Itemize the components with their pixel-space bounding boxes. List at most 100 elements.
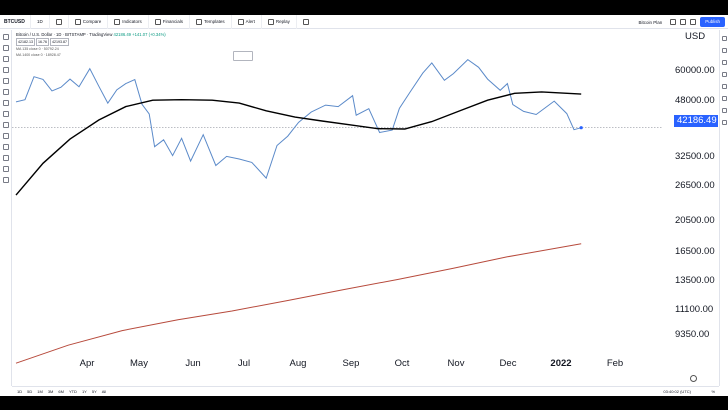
time-axis-label: Jun: [185, 358, 201, 369]
forecast-icon[interactable]: [3, 100, 9, 106]
alert-label: Alert: [245, 19, 255, 24]
alert-button[interactable]: Alert: [230, 15, 261, 29]
undo-button[interactable]: [295, 15, 315, 29]
indicator-ma135[interactable]: MA 135 close 0 · 50792.24: [16, 47, 59, 51]
pattern-icon[interactable]: [3, 67, 9, 73]
trend-line-icon[interactable]: [3, 45, 9, 51]
range-button-5y[interactable]: 5Y: [91, 389, 97, 394]
utc-clock[interactable]: 03:40:02 (UTC): [663, 388, 691, 394]
templates-button[interactable]: Templates: [189, 15, 231, 29]
indicators-label: Indicators: [122, 19, 142, 24]
ask-pill[interactable]: 42193.87: [50, 38, 69, 46]
indicator-ma1400[interactable]: MA 1400 close 0 · 18928.47: [16, 53, 61, 57]
range-button-1d[interactable]: 1D: [17, 389, 23, 394]
spread-value: 16.76: [36, 38, 49, 46]
toolbar-right: Bitcoin Plan Publish: [638, 15, 728, 29]
currency-label[interactable]: USD: [685, 31, 706, 42]
ma135-line: [15, 91, 582, 196]
replay-button[interactable]: Replay: [260, 15, 296, 29]
crosshair-icon[interactable]: [3, 34, 9, 40]
scroll-to-realtime-button[interactable]: [690, 375, 697, 382]
range-button-3m[interactable]: 3M: [47, 389, 54, 394]
range-button-5d[interactable]: 5D: [27, 389, 33, 394]
brush-icon[interactable]: [3, 78, 9, 84]
calendar-icon[interactable]: [722, 72, 727, 77]
chat-icon[interactable]: [722, 96, 727, 101]
indicators-button[interactable]: Indicators: [107, 15, 148, 29]
top-toolbar: BTCUSD 1D Compare Indicators Financials …: [0, 15, 728, 29]
layout-name-button[interactable]: Bitcoin Plan: [638, 19, 663, 25]
time-axis-label: Feb: [606, 358, 624, 369]
compare-button[interactable]: Compare: [67, 15, 108, 29]
financials-label: Financials: [162, 19, 184, 24]
bar-style-button[interactable]: [48, 15, 68, 29]
drawing-toolbar: [0, 30, 12, 386]
price-scale-label: 16500.00: [675, 246, 715, 257]
candles-icon: [55, 18, 62, 25]
legend-price: 42186.49: [113, 32, 131, 37]
time-axis-label: Apr: [79, 358, 95, 369]
price-scale-label: 26500.00: [675, 180, 715, 191]
price-chart[interactable]: [12, 30, 663, 386]
indicators-icon: [114, 18, 121, 25]
plus-circle-icon: [74, 18, 81, 25]
interval-label: 1D: [37, 19, 43, 24]
right-sidebar: [719, 30, 728, 386]
heart-icon[interactable]: [3, 111, 9, 117]
financials-button[interactable]: Financials: [147, 15, 189, 29]
last-price-dot: [579, 126, 583, 130]
price-scale-label: 11100.00: [675, 304, 714, 315]
symbol-search-button[interactable]: BTCUSD: [4, 18, 25, 25]
compare-label: Compare: [82, 19, 102, 24]
time-axis-label: Oct: [394, 358, 410, 369]
eye-icon[interactable]: [3, 166, 9, 172]
alarm-clock-icon: [237, 18, 244, 25]
lock-icon[interactable]: [3, 155, 9, 161]
drawing-hint-box[interactable]: [233, 51, 253, 61]
price-scale-label: 13500.00: [675, 275, 715, 286]
fib-icon[interactable]: [3, 56, 9, 62]
price-scale-label: 20500.00: [675, 215, 715, 226]
templates-label: Templates: [204, 19, 225, 24]
ruler-icon[interactable]: [3, 122, 9, 128]
magnet-icon[interactable]: [3, 144, 9, 150]
time-axis-label: Aug: [289, 358, 307, 369]
time-axis-label: Dec: [499, 358, 517, 369]
camera-icon[interactable]: [690, 19, 697, 25]
help-icon[interactable]: [722, 120, 727, 125]
range-button-6m[interactable]: 6M: [58, 389, 64, 394]
price-scale-label: 32500.00: [675, 151, 715, 162]
publish-button[interactable]: Publish: [700, 17, 725, 27]
watchlist-icon[interactable]: [722, 36, 727, 41]
zoom-icon[interactable]: [3, 133, 9, 139]
range-button-1y[interactable]: 1Y: [81, 389, 87, 394]
percent-toggle[interactable]: %: [711, 388, 715, 394]
ideas-icon[interactable]: [722, 84, 727, 89]
replay-icon: [267, 18, 274, 25]
price-series-line: [15, 58, 582, 180]
ma1400-line: [15, 243, 582, 364]
time-axis-label: Sep: [342, 358, 360, 369]
text-icon[interactable]: [3, 89, 9, 95]
current-price-tag: 42186.49: [674, 115, 718, 127]
interval-button[interactable]: 1D: [30, 15, 49, 29]
fullscreen-icon[interactable]: [680, 19, 687, 25]
time-axis-label: Nov: [447, 358, 465, 369]
bid-pill[interactable]: 42182.13: [16, 38, 35, 46]
range-button-ytd[interactable]: YTD: [68, 389, 77, 394]
series-layer: [15, 58, 583, 364]
time-axis-label: Jul: [237, 358, 251, 369]
time-axis-label: May: [130, 358, 148, 369]
price-scale-label: 48000.00: [675, 95, 715, 106]
gear-icon[interactable]: [670, 19, 677, 25]
financials-icon: [154, 18, 161, 25]
data-window-icon[interactable]: [722, 60, 727, 65]
price-scale-label: 9350.00: [675, 329, 710, 340]
notification-icon[interactable]: [722, 108, 727, 113]
alarm-clock-icon[interactable]: [722, 48, 727, 53]
range-button-all[interactable]: All: [101, 389, 107, 394]
trash-icon[interactable]: [3, 177, 9, 183]
range-button-1m[interactable]: 1M: [37, 389, 43, 394]
bottom-toolbar: 1D 5D 1M 3M 6M YTD 1Y 5Y All 03:40:02 (UTC) %: [12, 386, 719, 396]
price-scale-label: 60000.00: [675, 65, 715, 76]
